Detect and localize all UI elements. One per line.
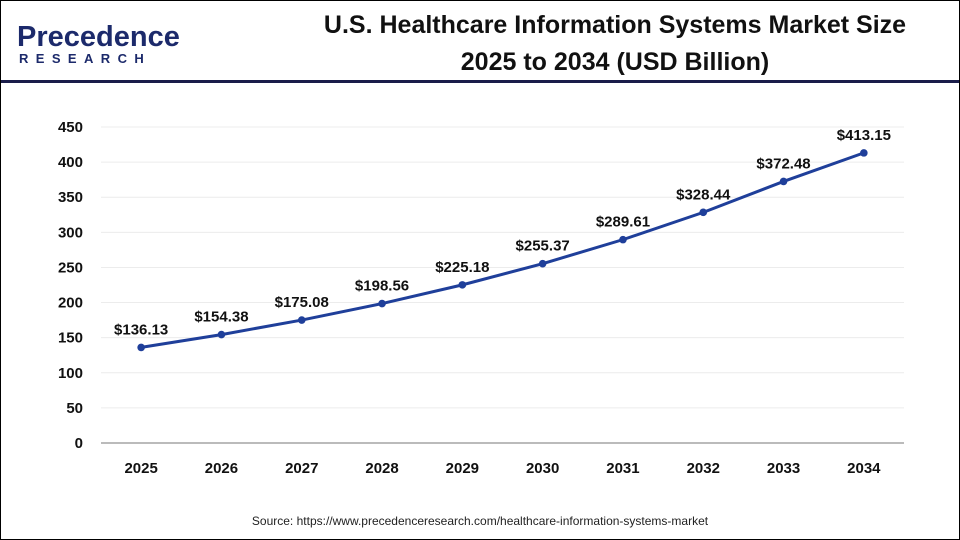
x-tick-label: 2027 [285, 460, 318, 477]
y-tick-label: 300 [58, 224, 83, 241]
data-point [619, 235, 627, 244]
data-point [378, 299, 386, 308]
y-tick-label: 0 [75, 435, 83, 452]
title-line-1: U.S. Healthcare Information Systems Mark… [323, 11, 907, 39]
data-point [699, 208, 708, 217]
x-tick-label: 2030 [526, 460, 559, 477]
data-label: $198.56 [355, 278, 409, 295]
data-point [297, 316, 306, 324]
data-point [137, 343, 145, 352]
logo-line2: RESEARCH [19, 51, 152, 66]
y-tick-label: 100 [58, 365, 83, 382]
x-tick-label: 2032 [687, 460, 720, 477]
data-point [538, 259, 547, 268]
y-tick-label: 400 [58, 154, 83, 171]
x-tick-label: 2029 [446, 460, 479, 477]
x-tick-label: 2034 [847, 460, 881, 477]
data-point [779, 177, 788, 186]
brand-logo: Precedence RESEARCH [17, 21, 180, 67]
y-tick-label: 250 [58, 259, 83, 276]
data-label: $328.44 [676, 186, 731, 203]
x-tick-label: 2026 [205, 460, 238, 477]
data-point [217, 330, 226, 339]
header-divider [1, 80, 959, 83]
series-line [140, 151, 865, 349]
data-point [458, 281, 467, 289]
x-tick-label: 2028 [365, 460, 398, 477]
data-label: $136.13 [114, 321, 168, 338]
x-tick-label: 2031 [606, 460, 639, 477]
x-tick-label: 2033 [767, 460, 800, 477]
logo-line1: Precedence [17, 21, 180, 53]
x-tick-label: 2025 [124, 460, 157, 477]
y-tick-label: 200 [58, 295, 83, 312]
title-line-2: 2025 to 2034 (USD Billion) [460, 48, 770, 76]
data-point [860, 149, 868, 157]
data-label: $225.18 [435, 259, 489, 276]
data-label: $154.38 [194, 309, 248, 326]
data-label: $289.61 [596, 214, 650, 231]
data-label: $413.15 [837, 127, 891, 144]
y-tick-label: 150 [58, 330, 83, 347]
source-note: Source: https://www.precedenceresearch.c… [251, 514, 709, 528]
y-tick-label: 350 [58, 189, 83, 206]
data-label: $175.08 [275, 294, 329, 311]
data-label: $372.48 [756, 155, 810, 172]
chart-title: U.S. Healthcare Information Systems Mark… [201, 7, 939, 81]
y-tick-label: 50 [66, 400, 83, 417]
data-label: $255.37 [516, 238, 570, 255]
y-tick-label: 450 [58, 119, 83, 136]
